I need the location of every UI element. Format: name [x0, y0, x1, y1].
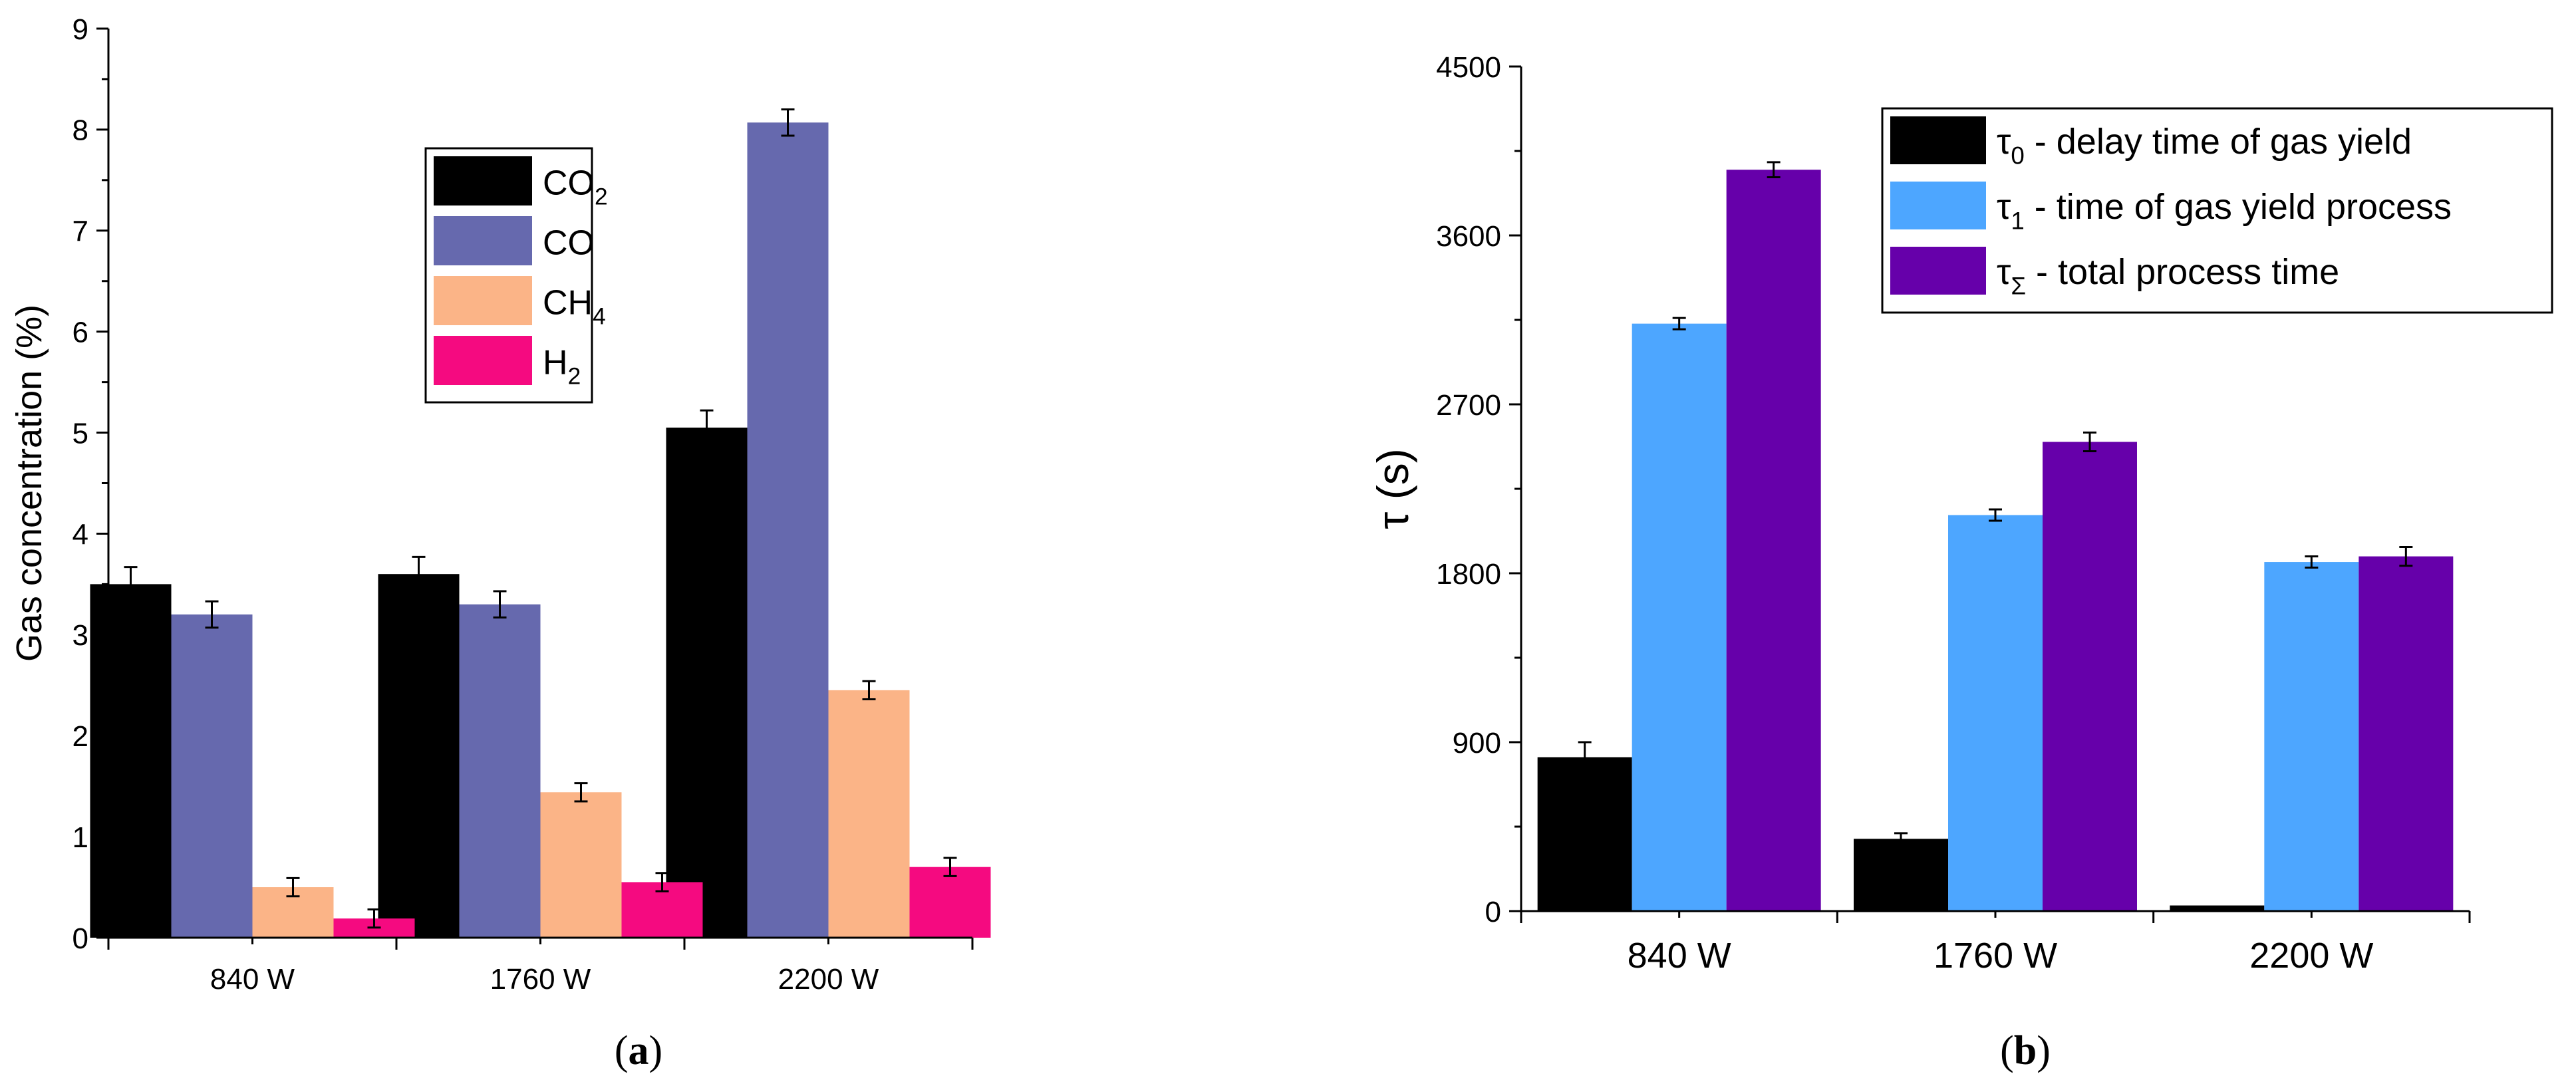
error-bar [574, 782, 588, 803]
y-tick-label: 4 [72, 518, 88, 551]
bar [171, 614, 253, 938]
legend-box [1881, 107, 2553, 314]
legend: τ0 - delay time of gas yield τ1 - time of… [1881, 107, 2553, 314]
y-tick-label: 3 [72, 619, 88, 652]
y-tick-label: 2 [72, 720, 88, 753]
y-axis-label: τ (s) [1368, 448, 1417, 529]
y-tick-label: 3600 [1436, 220, 1501, 253]
bar [1726, 170, 1821, 912]
legend-swatch [434, 216, 532, 265]
panel-label: (b) [2000, 1028, 2051, 1073]
error-bar [655, 872, 669, 892]
error-bar [124, 566, 138, 603]
error-bar [286, 877, 300, 898]
x-tick-label: 2200 W [2249, 936, 2373, 976]
error-bar [2399, 545, 2413, 567]
bar [459, 604, 541, 938]
bar [2170, 905, 2265, 911]
legend-swatch [434, 156, 532, 205]
bar [1632, 323, 1727, 912]
legend-label: τ1 - time of gas yield process [1997, 187, 2452, 234]
bar [666, 427, 748, 938]
x-tick-label: 1760 W [490, 963, 591, 996]
bar [909, 867, 991, 938]
legend-swatch [1890, 247, 1986, 295]
bar [1948, 515, 2043, 911]
x-tick-label: 840 W [210, 963, 295, 996]
error-bar [412, 555, 426, 593]
y-tick-label: 900 [1453, 727, 1501, 759]
error-bar [2083, 431, 2096, 453]
legend-label: CO2 [543, 164, 608, 210]
error-bar [862, 680, 876, 701]
y-tick-label: 7 [72, 215, 88, 248]
error-bar [493, 590, 507, 619]
error-bar [781, 108, 795, 137]
y-tick-label: 0 [1485, 896, 1501, 928]
error-bar [205, 600, 219, 629]
legend-swatch [434, 336, 532, 385]
bar [540, 792, 622, 938]
panel-b: 0 900 1800 2700 3600 4500 840 W 1760 W 2200 W τ (… [1368, 51, 2553, 1073]
y-tick-label: 2700 [1436, 389, 1501, 422]
legend-label: H2 [543, 344, 581, 390]
error-bar [1989, 508, 2002, 522]
error-bar [1578, 741, 1592, 773]
error-bar [2305, 555, 2319, 569]
x-tick-label: 1760 W [1933, 936, 2057, 976]
x-tick-label: 2200 W [778, 963, 879, 996]
error-bar [1672, 317, 1686, 331]
legend-swatch [1890, 182, 1986, 229]
bar [90, 584, 172, 938]
legend-swatch [1890, 116, 1986, 164]
bar [2264, 562, 2359, 911]
error-bar [1894, 832, 1908, 846]
y-tick-label: 0 [72, 922, 88, 955]
panel-a: 0 1 2 3 4 5 6 7 8 9 840 W 1760 W 2200 W Gas concentra… [9, 13, 991, 1073]
bar [1537, 757, 1632, 911]
legend-label: CO [543, 224, 595, 263]
panel-label: (a) [615, 1028, 662, 1073]
y-tick-label: 9 [72, 13, 88, 46]
legend-label: CH4 [543, 284, 606, 330]
y-tick-label: 6 [72, 317, 88, 349]
y-tick-label: 8 [72, 114, 88, 147]
x-tick-label: 840 W [1628, 936, 1731, 976]
bar [2043, 442, 2137, 911]
y-tick-label: 1800 [1436, 558, 1501, 591]
y-axis-label: Gas concentration (%) [9, 305, 49, 662]
bar [1854, 839, 1948, 911]
error-bar [943, 857, 957, 877]
bar [378, 574, 460, 938]
y-tick-label: 1 [72, 821, 88, 854]
error-bar [700, 409, 714, 446]
error-bar [1767, 161, 1781, 179]
bar [828, 690, 910, 938]
bar [747, 122, 829, 938]
y-tick-label: 5 [72, 417, 88, 450]
legend-label: τΣ - total process time [1997, 252, 2339, 299]
legend-label: τ0 - delay time of gas yield [1997, 122, 2412, 169]
legend: CO2 CO CH4 H2 [424, 147, 608, 404]
error-bar [367, 908, 381, 929]
bar [2359, 556, 2454, 911]
y-tick-label: 4500 [1436, 51, 1501, 84]
legend-swatch [434, 276, 532, 325]
